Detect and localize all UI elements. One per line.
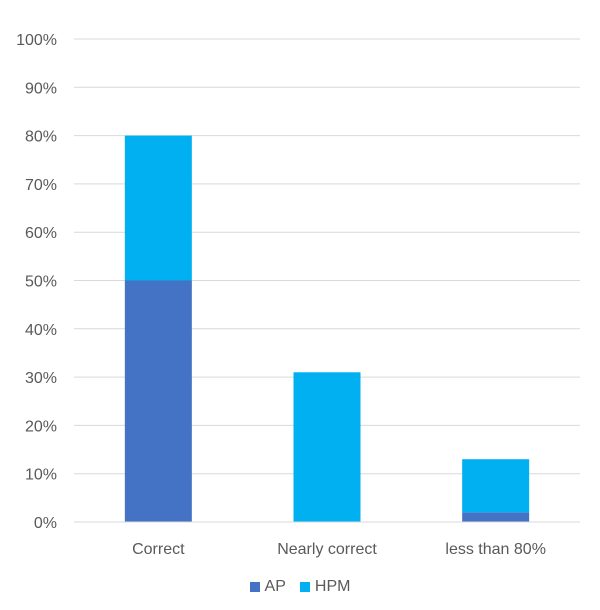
bar-hpm-1 <box>124 135 192 281</box>
bar-hpm-3 <box>462 459 530 513</box>
bar-ap-1 <box>124 280 192 522</box>
y-tick-label: 100% <box>16 32 57 49</box>
y-tick-label: 60% <box>25 225 57 242</box>
y-tick-label: 80% <box>25 129 57 146</box>
y-tick-label: 90% <box>25 80 57 97</box>
bar-hpm-2 <box>293 372 361 522</box>
y-tick-label: 30% <box>25 370 57 387</box>
legend-item-ap: AP <box>249 578 286 596</box>
x-tick-label: Correct <box>132 541 185 558</box>
bar-ap-3 <box>462 512 530 522</box>
y-axis-tick-labels: 0% 10% 20% 30% 40% 50% 60% 70% 80% 90% 100% <box>16 32 57 532</box>
bars <box>124 135 530 522</box>
x-axis-tick-labels: Correct Nearly correct less than 80% <box>132 541 546 558</box>
legend-label-hpm: HPM <box>314 578 351 595</box>
stacked-bar-chart: 0% 10% 20% 30% 40% 50% 60% 70% 80% 90% 100% Correc… <box>16 32 580 558</box>
y-tick-label: 50% <box>25 274 57 291</box>
legend-swatch-ap <box>249 582 260 592</box>
y-tick-label: 10% <box>25 467 57 484</box>
y-tick-label: 0% <box>34 515 57 532</box>
y-tick-label: 70% <box>25 177 57 194</box>
legend: AP HPM <box>0 578 600 596</box>
y-tick-label: 40% <box>25 322 57 339</box>
x-tick-label: less than 80% <box>445 541 546 558</box>
legend-swatch-hpm <box>299 582 310 592</box>
legend-item-hpm: HPM <box>299 578 351 596</box>
x-tick-label: Nearly correct <box>277 541 377 558</box>
legend-label-ap: AP <box>264 578 286 595</box>
y-tick-label: 20% <box>25 418 57 435</box>
